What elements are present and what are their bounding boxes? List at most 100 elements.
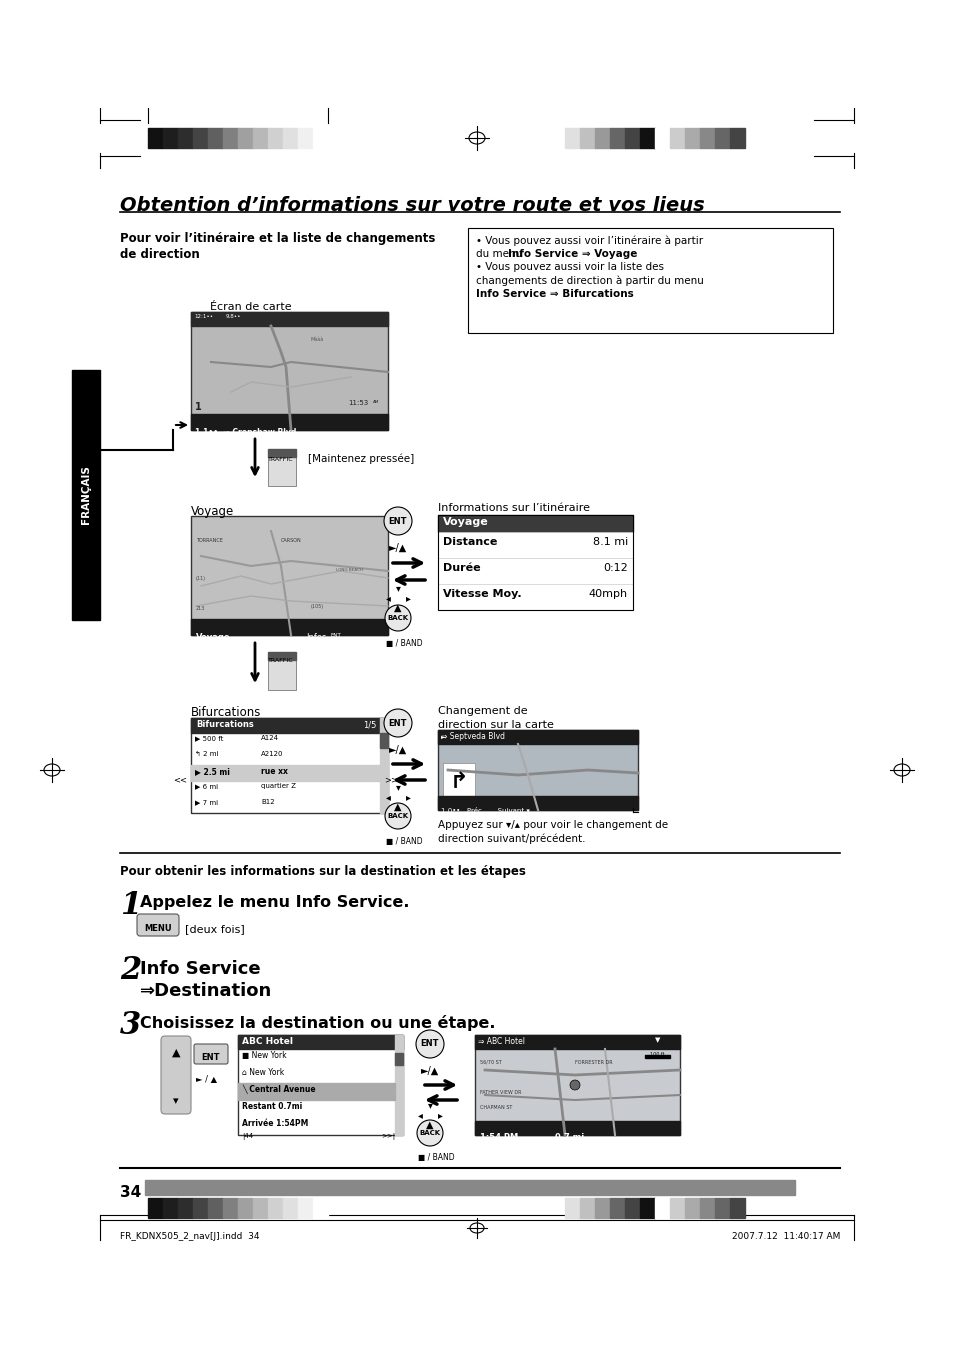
Bar <box>193 128 208 149</box>
Text: ENT: ENT <box>388 719 407 727</box>
Text: ▶ 500 ft: ▶ 500 ft <box>194 735 223 740</box>
Bar <box>208 128 223 149</box>
Bar <box>437 515 633 611</box>
Bar <box>564 1198 579 1219</box>
Text: ENT: ENT <box>201 1052 220 1062</box>
Circle shape <box>385 605 411 631</box>
Text: Pour voir l’itinéraire et la liste de changements: Pour voir l’itinéraire et la liste de ch… <box>120 232 435 245</box>
Text: MENU: MENU <box>144 924 172 934</box>
Text: 213: 213 <box>195 607 205 611</box>
Bar <box>437 515 633 532</box>
Bar <box>714 128 729 149</box>
Bar <box>208 1198 223 1219</box>
Text: direction sur la carte: direction sur la carte <box>437 720 554 730</box>
Text: LONG BEACH: LONG BEACH <box>335 567 363 571</box>
Text: ◂: ◂ <box>385 792 390 802</box>
Text: ■ New York: ■ New York <box>242 1051 286 1061</box>
Bar <box>468 228 832 332</box>
Text: 1:54 PM: 1:54 PM <box>479 1133 517 1142</box>
Bar <box>191 413 388 430</box>
Text: FRANÇAIS: FRANÇAIS <box>81 466 91 524</box>
Text: [deux fois]: [deux fois] <box>185 924 245 934</box>
Bar <box>669 1198 684 1219</box>
Bar <box>283 128 297 149</box>
Bar <box>579 1198 595 1219</box>
Bar <box>475 1035 679 1135</box>
Bar <box>437 558 633 584</box>
Text: ▲: ▲ <box>172 1048 180 1058</box>
Text: ENT: ENT <box>331 634 341 638</box>
Text: Obtention d’informations sur votre route et vos lieus: Obtention d’informations sur votre route… <box>120 196 704 215</box>
Text: Changement de: Changement de <box>437 707 527 716</box>
Bar <box>145 1179 794 1196</box>
Text: Voyage: Voyage <box>195 634 231 642</box>
Text: 1: 1 <box>120 890 141 921</box>
Circle shape <box>416 1120 442 1146</box>
Bar <box>595 128 609 149</box>
Bar <box>148 1198 163 1219</box>
Bar <box>609 128 624 149</box>
Text: ◂: ◂ <box>417 1111 422 1120</box>
Text: • Vous pouvez aussi voir l’itinéraire à partir: • Vous pouvez aussi voir l’itinéraire à … <box>476 236 702 246</box>
Text: 9.8••: 9.8•• <box>226 313 241 319</box>
Bar <box>729 1198 744 1219</box>
Text: 56/70 ST: 56/70 ST <box>479 1061 501 1065</box>
Bar <box>297 1198 313 1219</box>
Text: (105): (105) <box>311 604 324 609</box>
Text: ►/▲: ►/▲ <box>389 543 407 553</box>
Text: |44: |44 <box>242 1133 253 1140</box>
Bar <box>395 1052 402 1065</box>
Text: direction suivant/précédent.: direction suivant/précédent. <box>437 834 585 844</box>
Bar <box>163 128 178 149</box>
Bar <box>714 1198 729 1219</box>
Bar <box>475 1035 679 1048</box>
Bar <box>437 796 638 811</box>
Text: ▲: ▲ <box>394 603 401 613</box>
Text: >>: >> <box>384 775 397 784</box>
Text: ENT: ENT <box>420 1039 438 1048</box>
Bar <box>223 128 237 149</box>
Text: ▾: ▾ <box>395 584 400 593</box>
Bar <box>624 1198 639 1219</box>
FancyBboxPatch shape <box>268 451 295 486</box>
Bar <box>684 1198 700 1219</box>
Text: BACK: BACK <box>387 813 408 819</box>
Text: Appelez le menu Info Service.: Appelez le menu Info Service. <box>140 894 409 911</box>
Bar <box>379 734 388 748</box>
Text: ▾: ▾ <box>395 782 400 792</box>
Text: ╲ Central Avenue: ╲ Central Avenue <box>242 1085 315 1094</box>
Text: ⇒ ABC Hotel: ⇒ ABC Hotel <box>477 1038 524 1046</box>
Text: ▸: ▸ <box>437 1111 442 1120</box>
Text: CHAPMAN ST: CHAPMAN ST <box>479 1105 512 1111</box>
Text: Voyage: Voyage <box>442 517 488 527</box>
Bar <box>669 128 684 149</box>
Text: rue xx: rue xx <box>261 767 288 775</box>
Bar <box>191 619 388 635</box>
Bar <box>639 128 655 149</box>
Text: ⇒Destination: ⇒Destination <box>140 982 272 1000</box>
Text: FATHER VIEW DR: FATHER VIEW DR <box>479 1090 521 1096</box>
Text: 1: 1 <box>194 403 201 412</box>
Bar <box>191 312 388 326</box>
Text: 2007.7.12  11:40:17 AM: 2007.7.12 11:40:17 AM <box>731 1232 840 1242</box>
Text: 100 ft: 100 ft <box>649 1052 664 1056</box>
Text: 1/5: 1/5 <box>363 720 376 730</box>
Circle shape <box>384 709 412 738</box>
Text: ENT: ENT <box>388 516 407 526</box>
Bar <box>700 1198 714 1219</box>
Text: (11): (11) <box>195 576 206 581</box>
Text: Appuyez sur ▾/▴ pour voir le changement de: Appuyez sur ▾/▴ pour voir le changement … <box>437 820 667 830</box>
Bar <box>313 1198 328 1219</box>
Text: ABC Hotel: ABC Hotel <box>242 1038 293 1046</box>
Bar <box>313 128 328 149</box>
Text: A124: A124 <box>261 735 278 740</box>
Bar <box>163 1198 178 1219</box>
Text: ⇒ Septveda Blvd: ⇒ Septveda Blvd <box>440 732 504 740</box>
Text: Écran de carte: Écran de carte <box>210 303 292 312</box>
Text: de direction: de direction <box>120 249 199 261</box>
Bar <box>223 1198 237 1219</box>
Text: 1.1••  ⇒ Cronshaw Blvd: 1.1•• ⇒ Cronshaw Blvd <box>194 428 296 436</box>
Text: [Maintenez pressée]: [Maintenez pressée] <box>308 453 414 463</box>
Bar <box>237 1084 395 1100</box>
Text: ■ / BAND: ■ / BAND <box>386 639 422 648</box>
